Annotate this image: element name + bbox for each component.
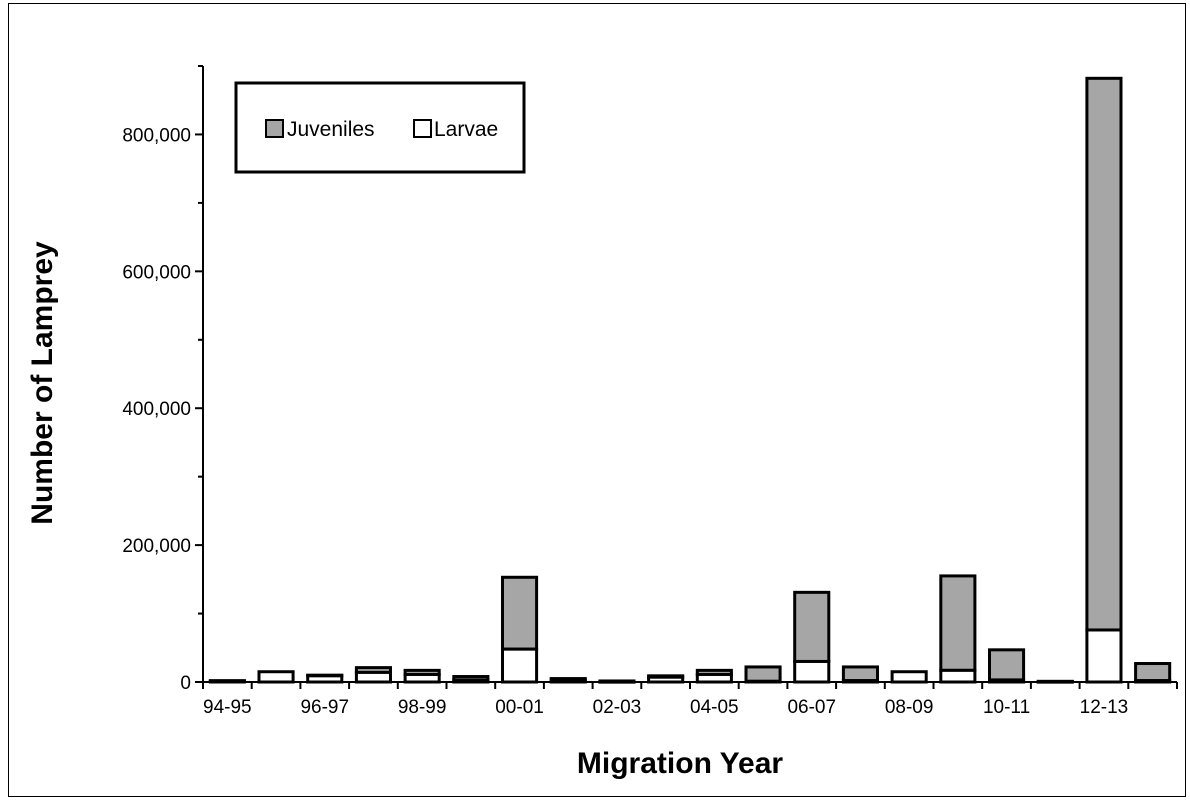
x-tick-label: 04-05 bbox=[690, 697, 739, 718]
x-tick-label: 02-03 bbox=[593, 697, 642, 718]
y-tick-label: 800,000 bbox=[122, 125, 191, 146]
bar-juveniles-09-10 bbox=[939, 574, 977, 672]
x-tick-label: 96-97 bbox=[300, 697, 349, 718]
legend-label-larvae: Larvae bbox=[434, 118, 498, 141]
y-axis-ticks: 0 200,000 400,000 600,000 800,000 bbox=[122, 65, 203, 694]
y-tick-label: 600,000 bbox=[122, 262, 191, 283]
bar-larvae-12-13 bbox=[1085, 628, 1123, 684]
bar-juveniles-07-08 bbox=[841, 665, 879, 683]
bar-larvae-98-99 bbox=[403, 672, 441, 684]
x-axis-title: Migration Year bbox=[577, 747, 784, 780]
legend: Juveniles Larvae bbox=[234, 81, 526, 174]
bar-juveniles-12-13 bbox=[1085, 76, 1123, 632]
x-tick-label: 98-99 bbox=[398, 697, 447, 718]
x-axis-ticks: 94-95 96-97 98-99 00-01 02-03 04-05 06-07 08-09… bbox=[202, 682, 1178, 718]
x-tick-label: 08-09 bbox=[885, 697, 934, 718]
legend-label-juveniles: Juveniles bbox=[287, 118, 375, 141]
bar-larvae-08-09 bbox=[890, 670, 928, 684]
bar-larvae-04-05 bbox=[695, 672, 733, 684]
bar-juveniles-05-06 bbox=[744, 665, 782, 683]
bar-larvae-97-98 bbox=[354, 670, 392, 684]
bar-larvae-09-10 bbox=[939, 668, 977, 684]
y-tick-label: 400,000 bbox=[122, 399, 191, 420]
x-tick-label: 06-07 bbox=[787, 697, 836, 718]
bar-larvae-06-07 bbox=[793, 659, 831, 684]
legend-swatch-juveniles bbox=[265, 119, 284, 138]
x-tick-label: 10-11 bbox=[983, 697, 1030, 718]
y-axis-title: Number of Lamprey bbox=[26, 241, 59, 525]
bar-juveniles-00-01 bbox=[501, 575, 539, 651]
bar-juveniles-06-07 bbox=[793, 590, 831, 663]
x-tick-label: 94-95 bbox=[203, 697, 252, 718]
x-tick-label: 12-13 bbox=[1080, 697, 1129, 718]
bar-larvae-95-96 bbox=[257, 670, 295, 684]
y-tick-label: 200,000 bbox=[122, 536, 191, 557]
bar-larvae-00-01 bbox=[501, 647, 539, 684]
chart-frame bbox=[8, 3, 1186, 797]
y-tick-label: 0 bbox=[180, 673, 191, 694]
legend-swatch-larvae bbox=[413, 119, 432, 138]
x-tick-label: 00-01 bbox=[495, 697, 544, 718]
bar-juveniles-13-14 bbox=[1134, 662, 1172, 683]
bar-juveniles-10-11 bbox=[988, 648, 1026, 682]
